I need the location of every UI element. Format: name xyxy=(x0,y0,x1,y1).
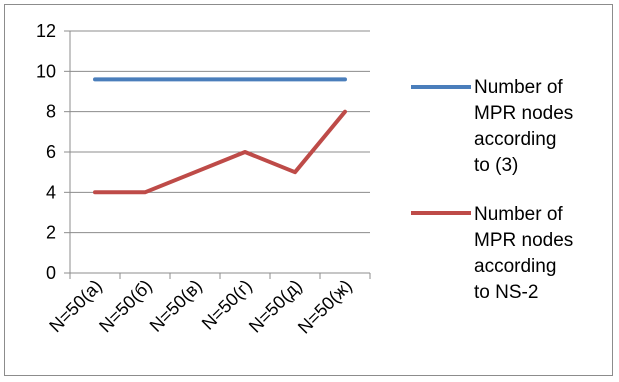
x-tick-label: N=50(а) xyxy=(45,276,105,336)
y-tick-label: 10 xyxy=(36,61,56,81)
x-tick-labels: N=50(а)N=50(б)N=50(в)N=50(г)N=50(д)N=50(… xyxy=(45,276,355,338)
legend-label-series-1: to (3) xyxy=(474,155,518,176)
series-line-2 xyxy=(93,109,347,195)
legend-label-series-2: MPR nodes xyxy=(474,230,573,251)
x-tick-label: N=50(в) xyxy=(146,276,206,336)
legend-label-series-2: Number of xyxy=(474,204,563,225)
legend-label-series-1: according xyxy=(474,129,556,150)
y-tick-label: 4 xyxy=(46,182,56,202)
legend: Number of MPR nodes according to (3) Number … xyxy=(411,77,573,303)
x-tick-label: N=50(б) xyxy=(95,276,156,337)
y-tick-label: 6 xyxy=(46,142,56,162)
y-tick-label: 0 xyxy=(46,263,56,283)
y-tick-label: 2 xyxy=(46,223,56,243)
legend-label-series-1: Number of xyxy=(474,77,563,98)
legend-label-series-2: to NS-2 xyxy=(474,282,538,303)
axes xyxy=(64,30,371,279)
x-tick-label: N=50(ж) xyxy=(294,276,356,338)
y-tick-labels: 0 2 4 6 8 10 12 xyxy=(36,21,56,283)
y-tick-label: 12 xyxy=(36,21,56,41)
legend-label-series-2: according xyxy=(474,256,556,277)
gridlines xyxy=(70,30,370,234)
y-tick-label: 8 xyxy=(46,102,56,122)
series-lines xyxy=(93,77,347,195)
chart-frame xyxy=(4,4,613,376)
legend-label-series-1: MPR nodes xyxy=(474,103,573,124)
